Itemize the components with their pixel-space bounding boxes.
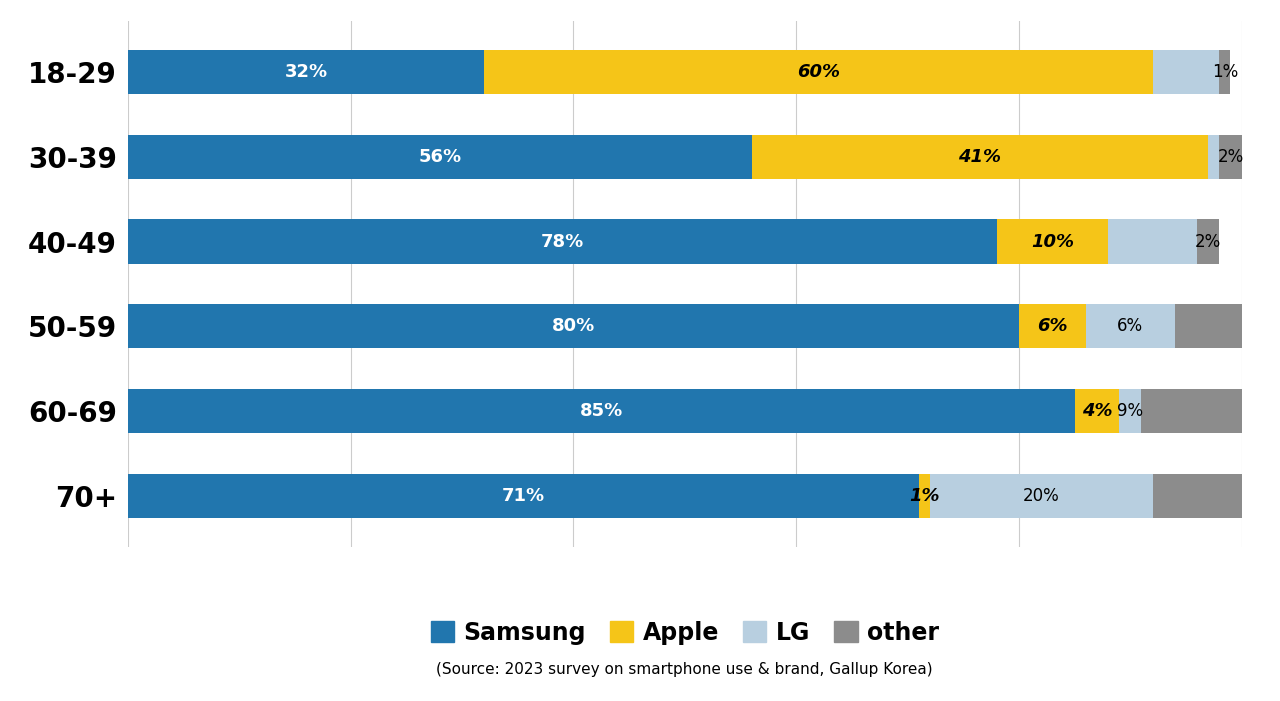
Text: 10%: 10%	[1030, 233, 1074, 250]
Bar	[1152, 474, 1242, 518]
Text: 60%: 60%	[797, 63, 840, 81]
Text: 6%: 6%	[1117, 318, 1143, 335]
Text: 41%: 41%	[959, 148, 1001, 165]
Bar	[1197, 219, 1220, 264]
Bar	[128, 135, 751, 179]
Bar	[1142, 389, 1242, 433]
Bar	[1220, 50, 1230, 94]
Bar	[484, 50, 1152, 94]
Bar	[128, 389, 1075, 433]
Text: 2%: 2%	[1217, 148, 1244, 165]
Text: 80%: 80%	[552, 318, 595, 335]
Text: 78%: 78%	[540, 233, 584, 250]
Bar	[1119, 389, 1142, 433]
Bar	[1152, 50, 1220, 94]
Legend: Samsung, Apple, LG, other: Samsung, Apple, LG, other	[421, 611, 948, 654]
Bar	[1220, 135, 1242, 179]
Bar	[128, 219, 997, 264]
Bar	[128, 304, 1019, 348]
Text: 6%: 6%	[1037, 318, 1068, 335]
Text: 1%: 1%	[909, 487, 940, 505]
Text: 85%: 85%	[580, 402, 623, 420]
Bar	[128, 50, 484, 94]
Text: 20%: 20%	[1023, 487, 1060, 505]
Text: 4%: 4%	[1082, 402, 1112, 420]
Bar	[1208, 135, 1220, 179]
Bar	[919, 474, 929, 518]
Text: 9%: 9%	[1117, 402, 1143, 420]
Text: 1%: 1%	[1212, 63, 1238, 81]
Bar	[1108, 219, 1197, 264]
Bar	[751, 135, 1208, 179]
Bar	[929, 474, 1152, 518]
Bar	[1085, 304, 1175, 348]
Bar	[1075, 389, 1119, 433]
Bar	[1175, 304, 1242, 348]
Text: 56%: 56%	[419, 148, 461, 165]
Text: 71%: 71%	[502, 487, 545, 505]
Bar	[997, 219, 1108, 264]
Bar	[1019, 304, 1085, 348]
Text: 32%: 32%	[284, 63, 328, 81]
Text: 2%: 2%	[1196, 233, 1221, 250]
Bar	[128, 474, 919, 518]
Text: (Source: 2023 survey on smartphone use & brand, Gallup Korea): (Source: 2023 survey on smartphone use &…	[436, 662, 933, 677]
